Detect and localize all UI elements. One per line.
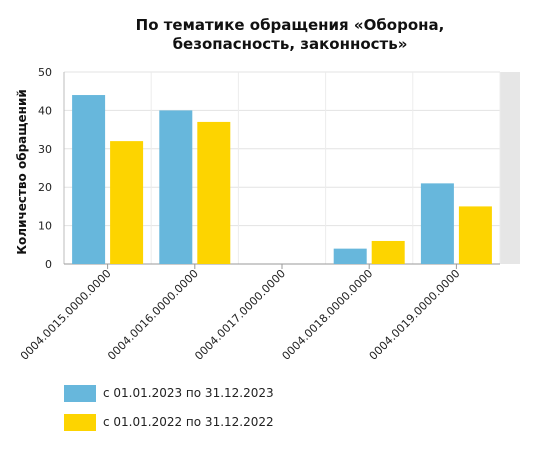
x-tick-label-0: 0004.0015.0000.0000: [18, 267, 114, 363]
scrollbar-track[interactable]: [500, 72, 520, 264]
bar-0004.0018.0000.0000-series-1[interactable]: [371, 240, 405, 264]
bar-0004.0016.0000.0000-series-1[interactable]: [197, 121, 231, 264]
legend-swatch-2022: [64, 413, 96, 431]
bar-0004.0019.0000.0000-series-1[interactable]: [458, 206, 492, 264]
y-axis-label: Количество обращений: [15, 89, 29, 255]
legend-label-2022: с 01.01.2022 по 31.12.2022: [103, 415, 274, 429]
x-tick-label-1: 0004.0016.0000.0000: [105, 267, 201, 363]
bar-0004.0019.0000.0000-series-0[interactable]: [420, 183, 454, 264]
chart-title-line-1: По тематике обращения «Оборона,: [135, 16, 445, 34]
chart-title-line-2: безопасность, законность»: [172, 35, 408, 53]
bar-0004.0018.0000.0000-series-0[interactable]: [333, 248, 367, 264]
bar-0004.0015.0000.0000-series-0[interactable]: [72, 95, 106, 264]
legend-label-2023: с 01.01.2023 по 31.12.2023: [103, 386, 274, 400]
y-tick-label-50: 50: [38, 66, 52, 79]
y-tick-label-20: 20: [38, 181, 52, 194]
y-tick-label-10: 10: [38, 220, 52, 233]
y-tick-label-0: 0: [45, 258, 52, 271]
y-tick-label-30: 30: [38, 143, 52, 156]
legend: с 01.01.2023 по 31.12.2023 с 01.01.2022 …: [64, 384, 274, 442]
x-tick-label-3: 0004.0018.0000.0000: [280, 267, 376, 363]
bar-0004.0015.0000.0000-series-1[interactable]: [110, 141, 144, 264]
legend-item-2023[interactable]: с 01.01.2023 по 31.12.2023: [64, 384, 274, 402]
legend-item-2022[interactable]: с 01.01.2022 по 31.12.2022: [64, 413, 274, 431]
bar-0004.0016.0000.0000-series-0[interactable]: [159, 110, 193, 265]
x-tick-label-2: 0004.0017.0000.0000: [192, 267, 288, 363]
x-tick-label-4: 0004.0019.0000.0000: [367, 267, 463, 363]
y-tick-label-40: 40: [38, 104, 52, 117]
legend-swatch-2023: [64, 384, 96, 402]
chart-title: По тематике обращения «Оборона, безопасн…: [100, 16, 480, 54]
